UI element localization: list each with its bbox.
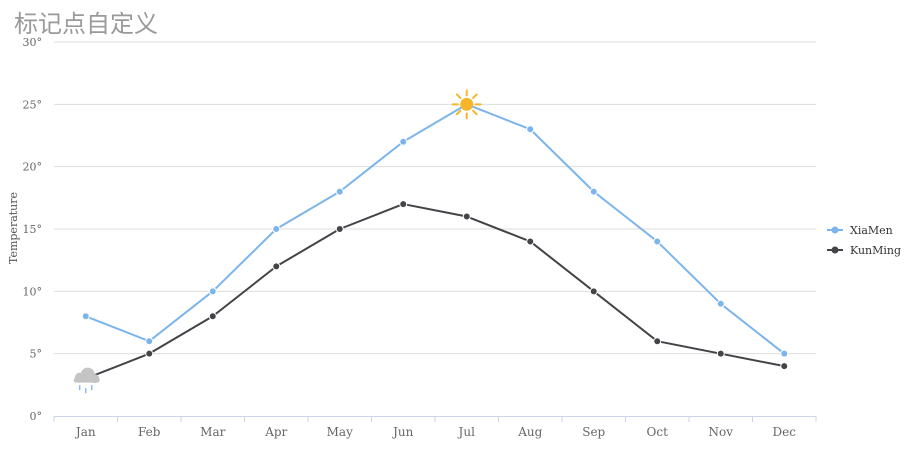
legend-label: XiaMen xyxy=(850,224,893,237)
data-point[interactable] xyxy=(462,212,471,221)
x-tick-label: Mar xyxy=(200,425,225,439)
data-point[interactable] xyxy=(81,312,90,321)
data-point[interactable] xyxy=(208,287,217,296)
legend: XiaMen KunMing xyxy=(827,224,901,257)
cloud-base xyxy=(73,377,100,383)
series-group xyxy=(73,89,789,394)
data-point[interactable] xyxy=(335,225,344,233)
series-kunming xyxy=(73,200,789,394)
legend-item-xiamen[interactable]: XiaMen xyxy=(827,224,893,237)
sun-icon xyxy=(451,89,482,120)
data-point[interactable] xyxy=(145,349,154,358)
legend-marker xyxy=(831,226,839,234)
y-tick-label: 20° xyxy=(23,161,43,174)
data-point[interactable] xyxy=(272,225,281,233)
x-tick-label: Sep xyxy=(582,425,605,439)
data-point[interactable] xyxy=(335,187,344,196)
y-tick-label: 10° xyxy=(23,285,43,298)
data-point[interactable] xyxy=(716,299,725,308)
y-tick-label: 5° xyxy=(30,348,43,361)
rain-cloud-icon xyxy=(73,367,100,394)
y-tick-label: 25° xyxy=(23,98,43,111)
x-tick-label: Jun xyxy=(391,425,414,439)
x-tick-label: May xyxy=(327,425,353,439)
sun-disc xyxy=(460,97,474,111)
data-point[interactable] xyxy=(716,349,725,358)
data-point[interactable] xyxy=(145,337,154,346)
data-point[interactable] xyxy=(526,125,535,134)
x-tick-label: Jan xyxy=(74,425,96,439)
x-tick-label: Nov xyxy=(708,425,733,439)
y-tick-label: 15° xyxy=(23,223,43,236)
data-point[interactable] xyxy=(272,262,281,271)
legend-item-kunming[interactable]: KunMing xyxy=(827,244,901,257)
data-point[interactable] xyxy=(780,349,789,358)
legend-marker xyxy=(831,246,839,254)
chart-title: 标记点自定义 xyxy=(14,10,158,38)
data-point[interactable] xyxy=(208,312,217,321)
y-axis: 0° 5° 10° 15° 20° 25° 30° xyxy=(23,36,43,423)
data-point[interactable] xyxy=(399,137,408,146)
series-xiamen xyxy=(81,89,789,358)
data-point[interactable] xyxy=(589,287,598,296)
grid-lines xyxy=(54,41,816,355)
y-tick-label: 0° xyxy=(30,410,43,423)
x-tick-label: Dec xyxy=(773,425,797,439)
x-tick-label: Feb xyxy=(138,425,161,439)
data-point[interactable] xyxy=(653,237,662,246)
x-axis: Jan Feb Mar Apr May Jun Jul Aug Sep Oct Nov Dec xyxy=(53,416,817,439)
data-point[interactable] xyxy=(399,200,408,209)
sun-ray xyxy=(472,93,478,99)
series-line xyxy=(85,103,785,355)
x-tick-label: Aug xyxy=(517,425,542,439)
x-tick-label: Oct xyxy=(647,425,669,439)
y-tick-label: 30° xyxy=(23,36,43,49)
data-point[interactable] xyxy=(653,337,662,346)
series-line xyxy=(85,203,785,380)
sun-ray xyxy=(472,109,478,116)
data-point[interactable] xyxy=(589,187,598,196)
data-point[interactable] xyxy=(526,237,535,246)
legend-label: KunMing xyxy=(850,244,901,257)
x-tick-label: Jul xyxy=(457,425,476,439)
y-axis-title: Temperature xyxy=(7,192,20,264)
data-point[interactable] xyxy=(780,362,789,371)
sun-ray xyxy=(455,109,462,116)
x-tick-label: Apr xyxy=(264,425,287,439)
sun-ray xyxy=(455,93,462,99)
